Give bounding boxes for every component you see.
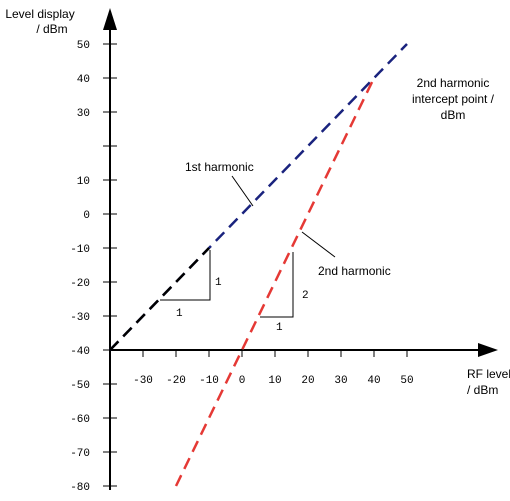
- x-tick-label: 30: [334, 375, 347, 387]
- x-tick-label: 10: [268, 375, 281, 387]
- y-tick-label: -60: [70, 414, 90, 426]
- y-tick-label: 30: [77, 108, 90, 120]
- y-tick-label: 0: [83, 210, 90, 222]
- series-second-harmonic: [174, 77, 376, 487]
- y-axis-arrow: [103, 8, 117, 30]
- series-first-harmonic-dark-segment: [109, 247, 210, 351]
- label-second-harmonic: 2nd harmonic: [318, 264, 391, 278]
- label-intercept-line3: dBm: [441, 108, 466, 122]
- y-tick-label: 10: [77, 176, 90, 188]
- x-tick-label: 20: [301, 375, 314, 387]
- x-tick-label: -10: [199, 375, 219, 387]
- y-tick-label: -80: [70, 482, 90, 494]
- label-intercept-line2: intercept point /: [412, 92, 495, 106]
- leader-first-harmonic: [231, 175, 254, 207]
- leader-second-harmonic: [301, 231, 336, 258]
- slope1-horizontal-label: 1: [176, 308, 183, 320]
- y-axis-label-line2: / dBm: [36, 22, 67, 36]
- ticks: -30 -20 -10 0 10 20 30 40 50 50 40 30 10 0 -10 -20 -30 -4…: [70, 40, 413, 494]
- y-axis-label-line1: Level display: [5, 7, 74, 21]
- x-tick-label: -30: [133, 375, 153, 387]
- y-tick-label: -10: [70, 244, 90, 256]
- x-axis-label-line2: / dBm: [467, 383, 498, 397]
- x-tick-label: -20: [166, 375, 186, 387]
- y-tick-label: -30: [70, 312, 90, 324]
- x-tick-label: 0: [239, 375, 246, 387]
- x-tick-label: 40: [367, 375, 380, 387]
- slope2-horizontal-label: 1: [276, 322, 283, 334]
- x-axis-label-line1: RF level: [467, 367, 510, 381]
- slope-triangle-1: [160, 250, 211, 301]
- x-tick-label: 50: [400, 375, 413, 387]
- y-tick-label: 40: [77, 74, 90, 86]
- y-tick-label: -40: [70, 346, 90, 358]
- y-tick-label: 50: [77, 40, 90, 52]
- x-axis-arrow: [478, 343, 498, 357]
- slope1-vertical-label: 1: [215, 277, 222, 289]
- slope-triangle-2: [260, 252, 294, 318]
- y-tick-label: -50: [70, 380, 90, 392]
- y-tick-label: -70: [70, 448, 90, 460]
- y-tick-label: -20: [70, 278, 90, 290]
- label-intercept-line1: 2nd harmonic: [417, 76, 490, 90]
- series-group: [109, 43, 408, 487]
- label-first-harmonic: 1st harmonic: [185, 160, 254, 174]
- slope2-vertical-label: 2: [302, 290, 309, 302]
